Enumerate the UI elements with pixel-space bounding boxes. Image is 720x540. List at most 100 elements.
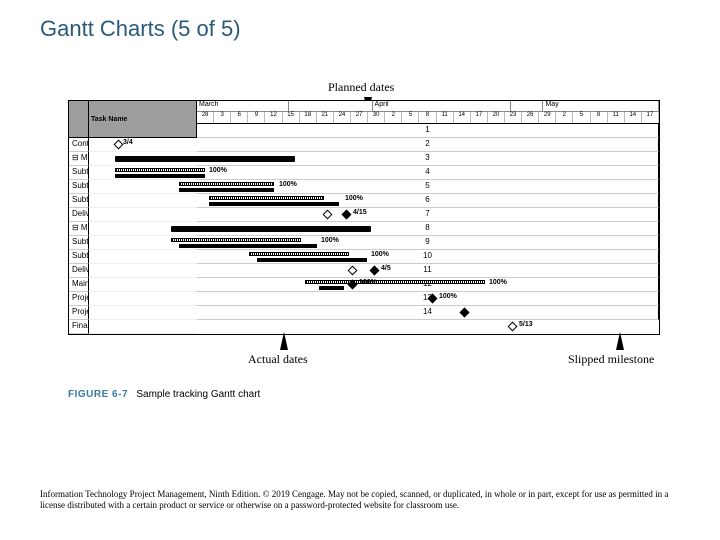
bar-annotation: 3/4 bbox=[123, 139, 133, 146]
timeline-header: MarchAprilMay 28369121518212427302581114… bbox=[197, 101, 659, 124]
task-bar-cell: 4/15 bbox=[89, 208, 197, 222]
actual-bar bbox=[179, 188, 274, 192]
task-bar-cell: 4/5 bbox=[89, 264, 197, 278]
gantt-chart: Task Name MarchAprilMay 2836912151821242… bbox=[68, 100, 660, 335]
slide-title: Gantt Charts (5 of 5) bbox=[40, 16, 241, 42]
percent-label: 100% bbox=[279, 181, 297, 188]
task-name: Main Task 3 bbox=[69, 278, 89, 292]
actual-bar bbox=[209, 202, 339, 206]
task-name: Subtask 2.2 bbox=[69, 250, 89, 264]
task-name: Deliverable 1 bbox=[69, 208, 89, 222]
actual-bar bbox=[179, 244, 317, 248]
row-number: 14 bbox=[197, 306, 659, 320]
month-label bbox=[511, 101, 543, 112]
task-bar-cell bbox=[89, 306, 197, 320]
day-label: 28 bbox=[197, 112, 214, 123]
milestone-diamond-icon bbox=[508, 322, 518, 332]
bar-annotation: 4/5 bbox=[381, 265, 391, 272]
task-name: Subtask 1.3 bbox=[69, 194, 89, 208]
main-bar bbox=[171, 226, 371, 232]
day-label: 2 bbox=[385, 112, 402, 123]
row-number: 7 bbox=[197, 208, 659, 222]
plan-bar bbox=[115, 168, 205, 172]
row-number: 2 bbox=[197, 138, 659, 152]
percent-label: 100% bbox=[371, 251, 389, 258]
actual-bar bbox=[257, 258, 367, 262]
plan-bar bbox=[209, 196, 324, 200]
row-number: 11 bbox=[197, 264, 659, 278]
callout-slipped-milestone: Slipped milestone bbox=[568, 352, 654, 367]
task-bar-cell: 100% bbox=[89, 250, 197, 264]
task-name: ⊟ Main Task 2 bbox=[69, 222, 89, 236]
day-label: 23 bbox=[505, 112, 522, 123]
bar-annotation: 4/15 bbox=[353, 209, 367, 216]
task-name: Subtask 1.2 bbox=[69, 180, 89, 194]
percent-label: 100% bbox=[439, 293, 457, 300]
task-bar-cell: 5/13 bbox=[89, 320, 197, 334]
task-name: Project Review 2 bbox=[69, 306, 89, 320]
day-label: 11 bbox=[608, 112, 625, 123]
row-number: 1 bbox=[197, 124, 659, 138]
arrow-up-icon bbox=[280, 332, 288, 350]
day-label: 6 bbox=[231, 112, 248, 123]
task-name: Project Review 1 bbox=[69, 292, 89, 306]
milestone-diamond-icon bbox=[114, 140, 124, 150]
actual-bar bbox=[319, 286, 344, 290]
task-name: Deliverable 2 bbox=[69, 264, 89, 278]
day-label: 30 bbox=[368, 112, 385, 123]
task-name: Final Report and Presentation bbox=[69, 320, 89, 334]
task-bar-cell: 100% bbox=[89, 194, 197, 208]
task-bar-cell: 100% bbox=[89, 236, 197, 250]
plan-bar bbox=[171, 238, 301, 242]
day-label: 17 bbox=[471, 112, 488, 123]
day-label: 27 bbox=[351, 112, 368, 123]
task-name: Subtask 1.1 bbox=[69, 166, 89, 180]
day-label: 17 bbox=[642, 112, 659, 123]
day-label: 26 bbox=[522, 112, 539, 123]
figure-container: Planned dates Task Name MarchAprilMay 28… bbox=[68, 100, 660, 400]
day-label: 14 bbox=[454, 112, 471, 123]
day-label: 18 bbox=[300, 112, 317, 123]
month-label: May bbox=[543, 101, 659, 112]
percent-label: 100% bbox=[209, 167, 227, 174]
callout-planned-dates: Planned dates bbox=[328, 80, 394, 95]
day-label: 14 bbox=[625, 112, 642, 123]
actual-bar bbox=[115, 174, 205, 178]
task-bar-cell: 100% bbox=[89, 292, 197, 306]
col-header-number bbox=[69, 101, 89, 138]
month-label bbox=[289, 101, 372, 112]
month-label: April bbox=[373, 101, 512, 112]
day-label: 5 bbox=[402, 112, 419, 123]
day-label: 2 bbox=[556, 112, 573, 123]
task-bar-cell bbox=[89, 152, 197, 166]
day-label: 8 bbox=[591, 112, 608, 123]
day-label: 3 bbox=[214, 112, 231, 123]
percent-label: 100% bbox=[345, 195, 363, 202]
day-label: 21 bbox=[317, 112, 334, 123]
day-label: 5 bbox=[573, 112, 590, 123]
day-label: 9 bbox=[248, 112, 265, 123]
day-label: 15 bbox=[283, 112, 300, 123]
figure-caption-text: Sample tracking Gantt chart bbox=[136, 389, 260, 400]
main-bar bbox=[115, 156, 295, 162]
day-label: 29 bbox=[539, 112, 556, 123]
bar-annotation: 5/13 bbox=[519, 321, 533, 328]
month-label: March bbox=[197, 101, 289, 112]
plan-bar bbox=[179, 182, 274, 186]
figure-number: FIGURE 6-7 bbox=[68, 389, 128, 400]
row-number: 4 bbox=[197, 166, 659, 180]
day-label: 20 bbox=[488, 112, 505, 123]
task-bar-cell: 100% bbox=[89, 166, 197, 180]
task-bar-cell: 3/4 bbox=[89, 138, 197, 152]
arrow-up-icon bbox=[616, 332, 624, 350]
day-label: 12 bbox=[265, 112, 282, 123]
figure-caption: FIGURE 6-7 Sample tracking Gantt chart bbox=[68, 389, 660, 400]
plan-bar bbox=[305, 280, 485, 284]
plan-bar bbox=[249, 252, 349, 256]
callout-actual-dates: Actual dates bbox=[248, 352, 308, 367]
task-name: Contract Awarded bbox=[69, 138, 89, 152]
day-label: 11 bbox=[437, 112, 454, 123]
task-bar-cell: 100%100% bbox=[89, 278, 197, 292]
percent-label: 100% bbox=[359, 279, 377, 286]
task-bar-cell bbox=[89, 222, 197, 236]
